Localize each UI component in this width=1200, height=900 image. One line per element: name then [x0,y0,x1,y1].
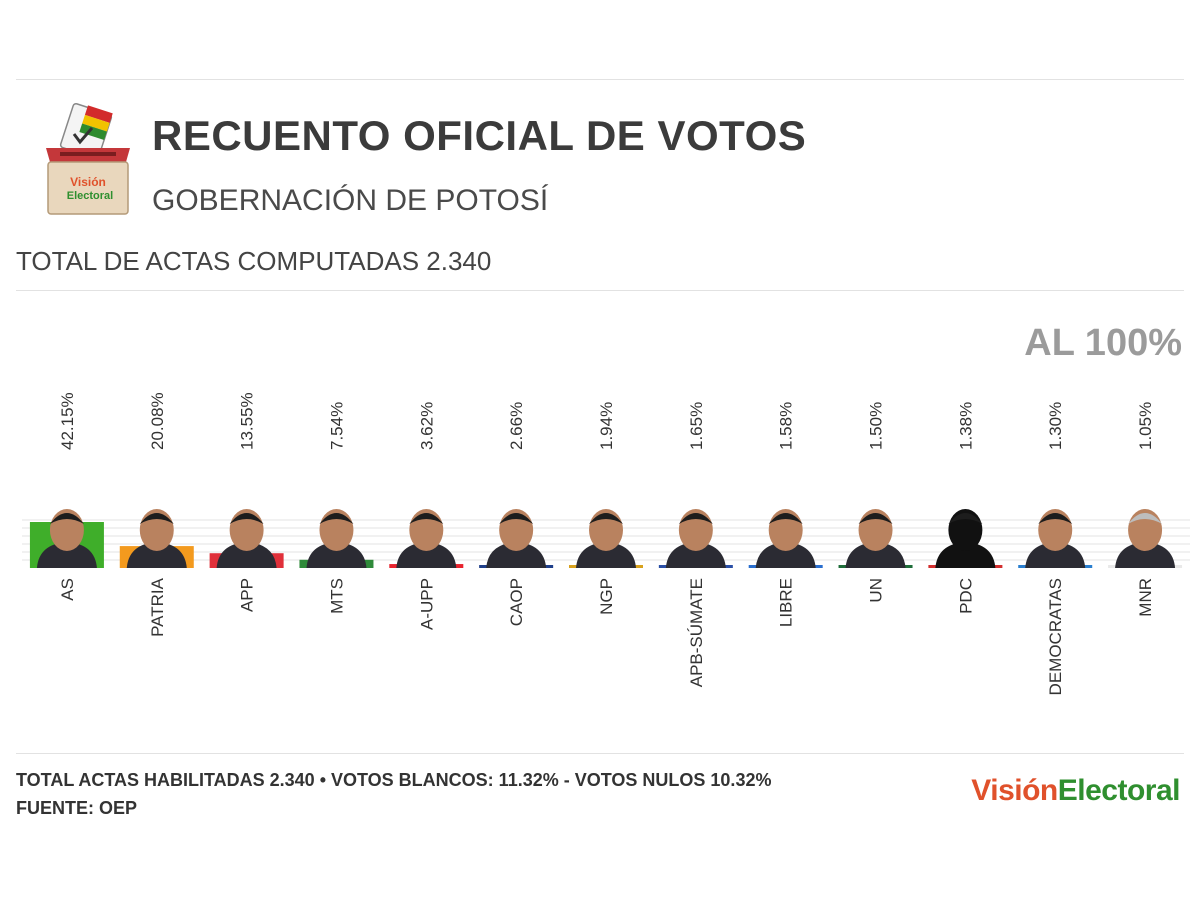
page-title: RECUENTO OFICIAL DE VOTOS [152,112,807,159]
footer-source: FUENTE: OEP [16,798,138,818]
category-label-libre: LIBRE [777,578,796,627]
category-label-democratas: DEMOCRATAS [1046,578,1065,695]
category-label-patria: PATRIA [148,577,167,637]
value-label-libre: 1.58% [777,402,796,450]
value-label-ngp: 1.94% [597,402,616,450]
value-label-un: 1.50% [867,402,886,450]
candidate-avatar-a-upp [396,509,457,568]
value-label-app: 13.55% [238,392,257,450]
mid-divider [16,290,1184,291]
candidate-avatar-pdc [935,509,996,568]
value-label-pdc: 1.38% [956,402,975,450]
category-label-a-upp: A-UPP [417,578,436,630]
category-label-apb-súmate: APB-SÚMATE [687,578,706,687]
ballot-box-logo: Visión Electoral [46,102,130,215]
results-bar-chart: 42.15% 20.08% 13.55% 7.54% 3.62% 2.66% 1.94% 1.… [22,392,1190,695]
candidate-avatar-app [216,509,277,568]
category-label-un: UN [867,578,886,603]
category-label-mnr: MNR [1136,578,1155,617]
value-label-apb-súmate: 1.65% [687,402,706,450]
value-label-patria: 20.08% [148,392,167,450]
value-label-democratas: 1.30% [1046,402,1065,450]
ballot-paper-icon [59,102,113,160]
page-subtitle: GOBERNACIÓN DE POTOSÍ [152,184,549,217]
chart-value-labels: 42.15% 20.08% 13.55% 7.54% 3.62% 2.66% 1.94% 1.… [58,392,1155,450]
candidate-avatar-as [36,509,97,568]
chart-bars [29,509,1183,568]
category-label-mts: MTS [327,578,346,614]
category-label-app: APP [238,578,257,612]
chart-category-labels: AS PATRIA APP MTS A-UPP CAOP NGP APB-SÚMATE LIBR… [58,577,1155,695]
top-divider [16,79,1184,80]
bottom-divider [16,753,1184,754]
actas-computadas-label: TOTAL DE ACTAS COMPUTADAS 2.340 [16,246,492,276]
value-label-a-upp: 3.62% [417,402,436,450]
candidate-avatar-caop [486,509,547,568]
category-label-ngp: NGP [597,578,616,615]
category-label-caop: CAOP [507,578,526,626]
value-label-as: 42.15% [58,392,77,450]
progress-label: AL 100% [1024,322,1182,364]
value-label-caop: 2.66% [507,402,526,450]
candidate-avatar-un [845,509,906,568]
candidate-avatar-mts [306,509,367,568]
candidate-avatar-libre [755,509,816,568]
logo-text-1: Visión [70,175,106,189]
footer-totals: TOTAL ACTAS HABILITADAS 2.340 • VOTOS BL… [16,770,772,790]
candidate-avatar-democratas [1025,509,1086,568]
category-label-pdc: PDC [956,578,975,614]
value-label-mnr: 1.05% [1136,402,1155,450]
brand-text-1: Visión [971,774,1058,807]
brand-logo: VisiónElectoral [971,774,1180,808]
brand-text-2: Electoral [1057,774,1181,807]
candidate-avatar-ngp [576,509,636,568]
candidate-avatar-patria [126,509,187,568]
value-label-mts: 7.54% [327,402,346,450]
candidate-avatar-mnr [1115,509,1176,568]
candidate-avatar-apb-súmate [665,509,726,568]
category-label-as: AS [58,578,77,601]
logo-text-2: Electoral [67,190,113,202]
